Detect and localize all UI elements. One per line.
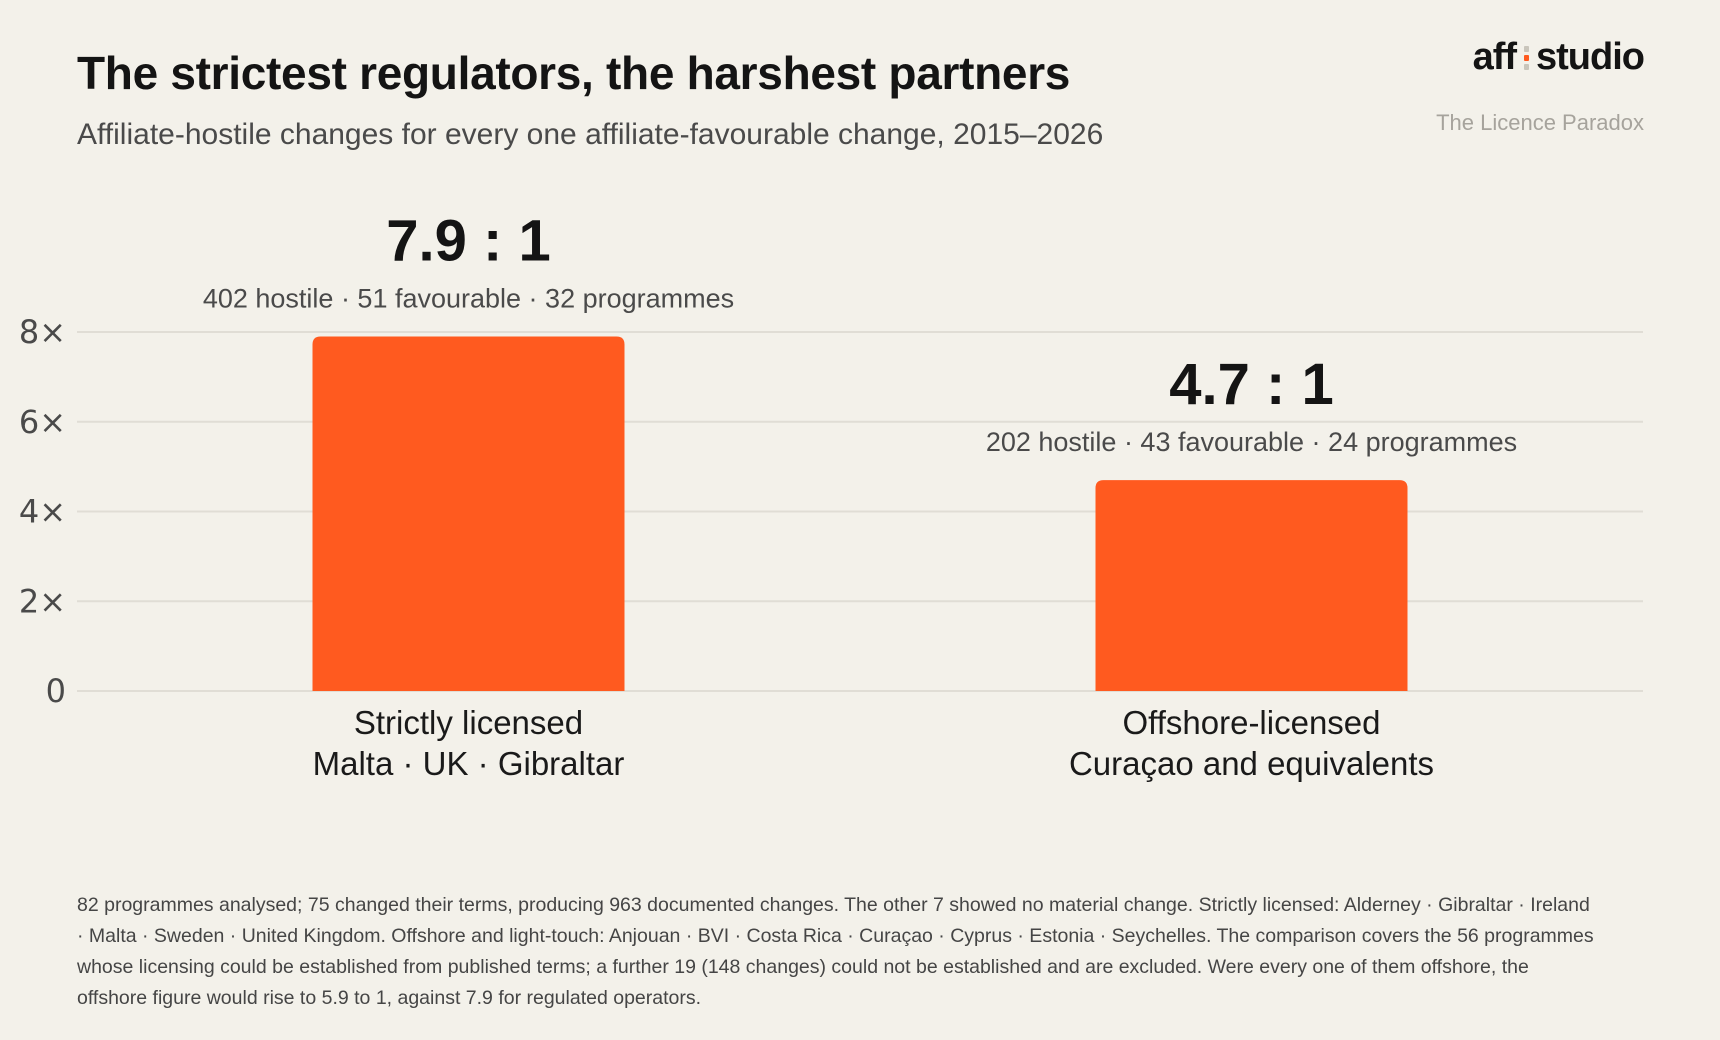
bar-value-label: 7.9 : 1 (386, 208, 550, 273)
brand-separator-icon (1524, 45, 1530, 70)
bar-detail-label: 402 hostile · 51 favourable · 32 program… (203, 283, 734, 313)
bar-detail-label: 202 hostile · 43 favourable · 24 program… (986, 427, 1517, 457)
y-tick-label: 2× (19, 582, 66, 620)
y-tick-label: 6× (19, 403, 66, 441)
chart-title: The strictest regulators, the harshest p… (77, 47, 1071, 99)
bar-chart: 0 2× 4× 6× 8× 7.9 : 1 402 hostile · 51 favoura… (19, 208, 1643, 782)
bar (312, 336, 625, 691)
brand-logo-left: aff (1472, 36, 1517, 78)
y-tick-label: 8× (19, 313, 66, 351)
y-tick-label: 4× (19, 493, 66, 531)
series-tag: The Licence Paradox (1436, 110, 1644, 135)
footnote: 82 programmes analysed; 75 changed their… (77, 894, 1594, 1009)
y-tick-label: 0 (46, 672, 66, 710)
x-category-sublabel: Curaçao and equivalents (1069, 745, 1434, 782)
bar (1095, 480, 1408, 691)
brand-logo: aff studio (1472, 36, 1645, 79)
x-category-label: Strictly licensed (354, 704, 583, 741)
x-category-label: Offshore-licensed (1122, 704, 1380, 741)
bar-value-label: 4.7 : 1 (1169, 352, 1333, 417)
chart-subtitle: Affiliate-hostile changes for every one … (77, 118, 1104, 151)
brand-logo-right: studio (1536, 36, 1645, 78)
x-category-sublabel: Malta · UK · Gibraltar (313, 745, 625, 782)
